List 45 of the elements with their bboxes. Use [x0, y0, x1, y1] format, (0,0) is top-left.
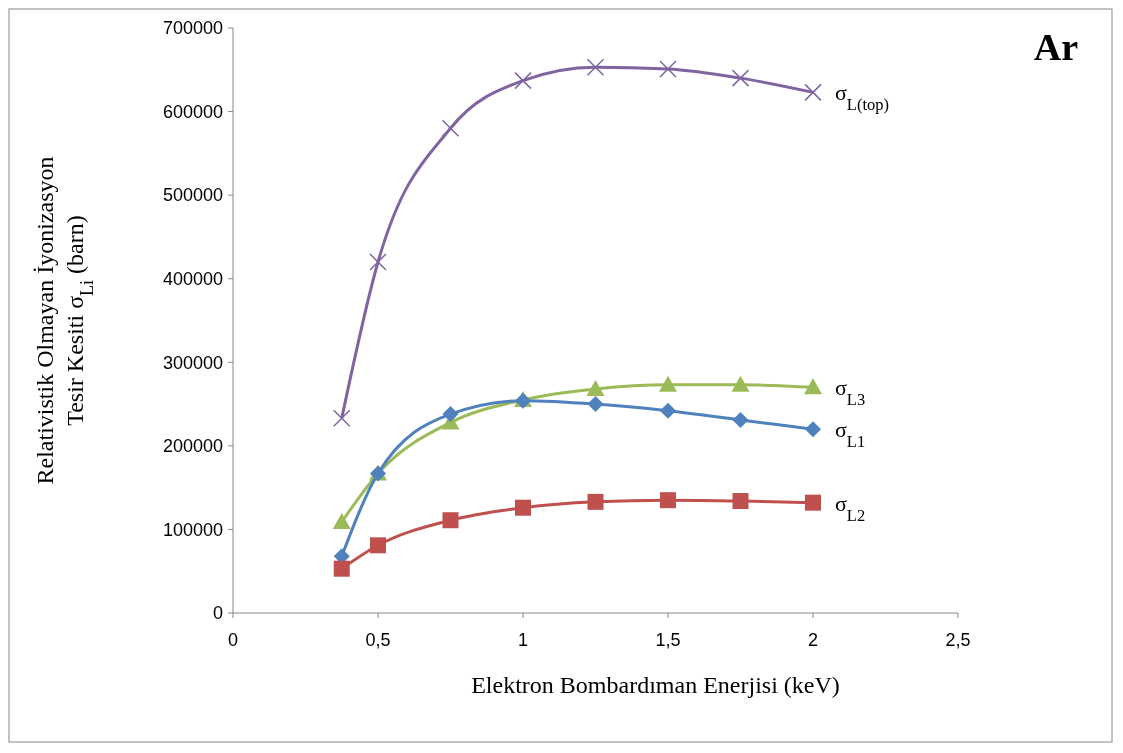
series-label: σ$_{L3}$: [835, 375, 866, 409]
y-tick-label: 0: [212, 603, 223, 624]
series-label: σ$_{L1}$: [835, 417, 866, 451]
y-tick-label: 500000: [162, 185, 223, 206]
y-tick-label: 300000: [162, 352, 223, 373]
x-axis-title: Elektron Bombardıman Enerjisi (keV): [471, 672, 840, 698]
x-tick-label: 1,5: [655, 630, 681, 650]
point: [332, 512, 351, 529]
point: [587, 396, 604, 413]
text: Ar: [1033, 26, 1079, 68]
point: [660, 492, 676, 509]
point: [514, 71, 532, 90]
y-tick-label: 700000: [162, 18, 223, 39]
point: [370, 537, 386, 554]
point: [732, 411, 749, 428]
x-tick-label: 2: [807, 630, 819, 650]
point: [731, 69, 750, 87]
point: [369, 253, 387, 271]
y-tick-label: 100000: [162, 519, 223, 540]
x-tick-label: 0: [227, 630, 239, 650]
point: [805, 421, 821, 438]
point: [587, 493, 604, 510]
x-tick-label: 1: [517, 630, 529, 650]
x-tick-label: 2,5: [945, 630, 971, 650]
point: [515, 499, 531, 516]
x-tick-label: 0,5: [365, 630, 391, 650]
y-tick-label: 200000: [162, 436, 223, 457]
series-label: σ$_{L(top)}$: [835, 80, 890, 114]
point: [442, 512, 459, 529]
point: [804, 378, 822, 395]
series-label: σ$_{L2}$: [835, 490, 866, 525]
point: [586, 380, 605, 397]
point: [586, 58, 605, 77]
point: [804, 83, 822, 102]
point: [805, 494, 821, 511]
point: [732, 493, 749, 510]
point: [731, 375, 750, 392]
y-tick-label: 400000: [162, 269, 223, 290]
point: [660, 402, 676, 419]
y-tick-label: 600000: [162, 101, 223, 122]
point: [333, 409, 351, 428]
point: [333, 560, 350, 577]
point: [442, 406, 459, 423]
point: [659, 60, 677, 78]
point: [659, 375, 677, 392]
